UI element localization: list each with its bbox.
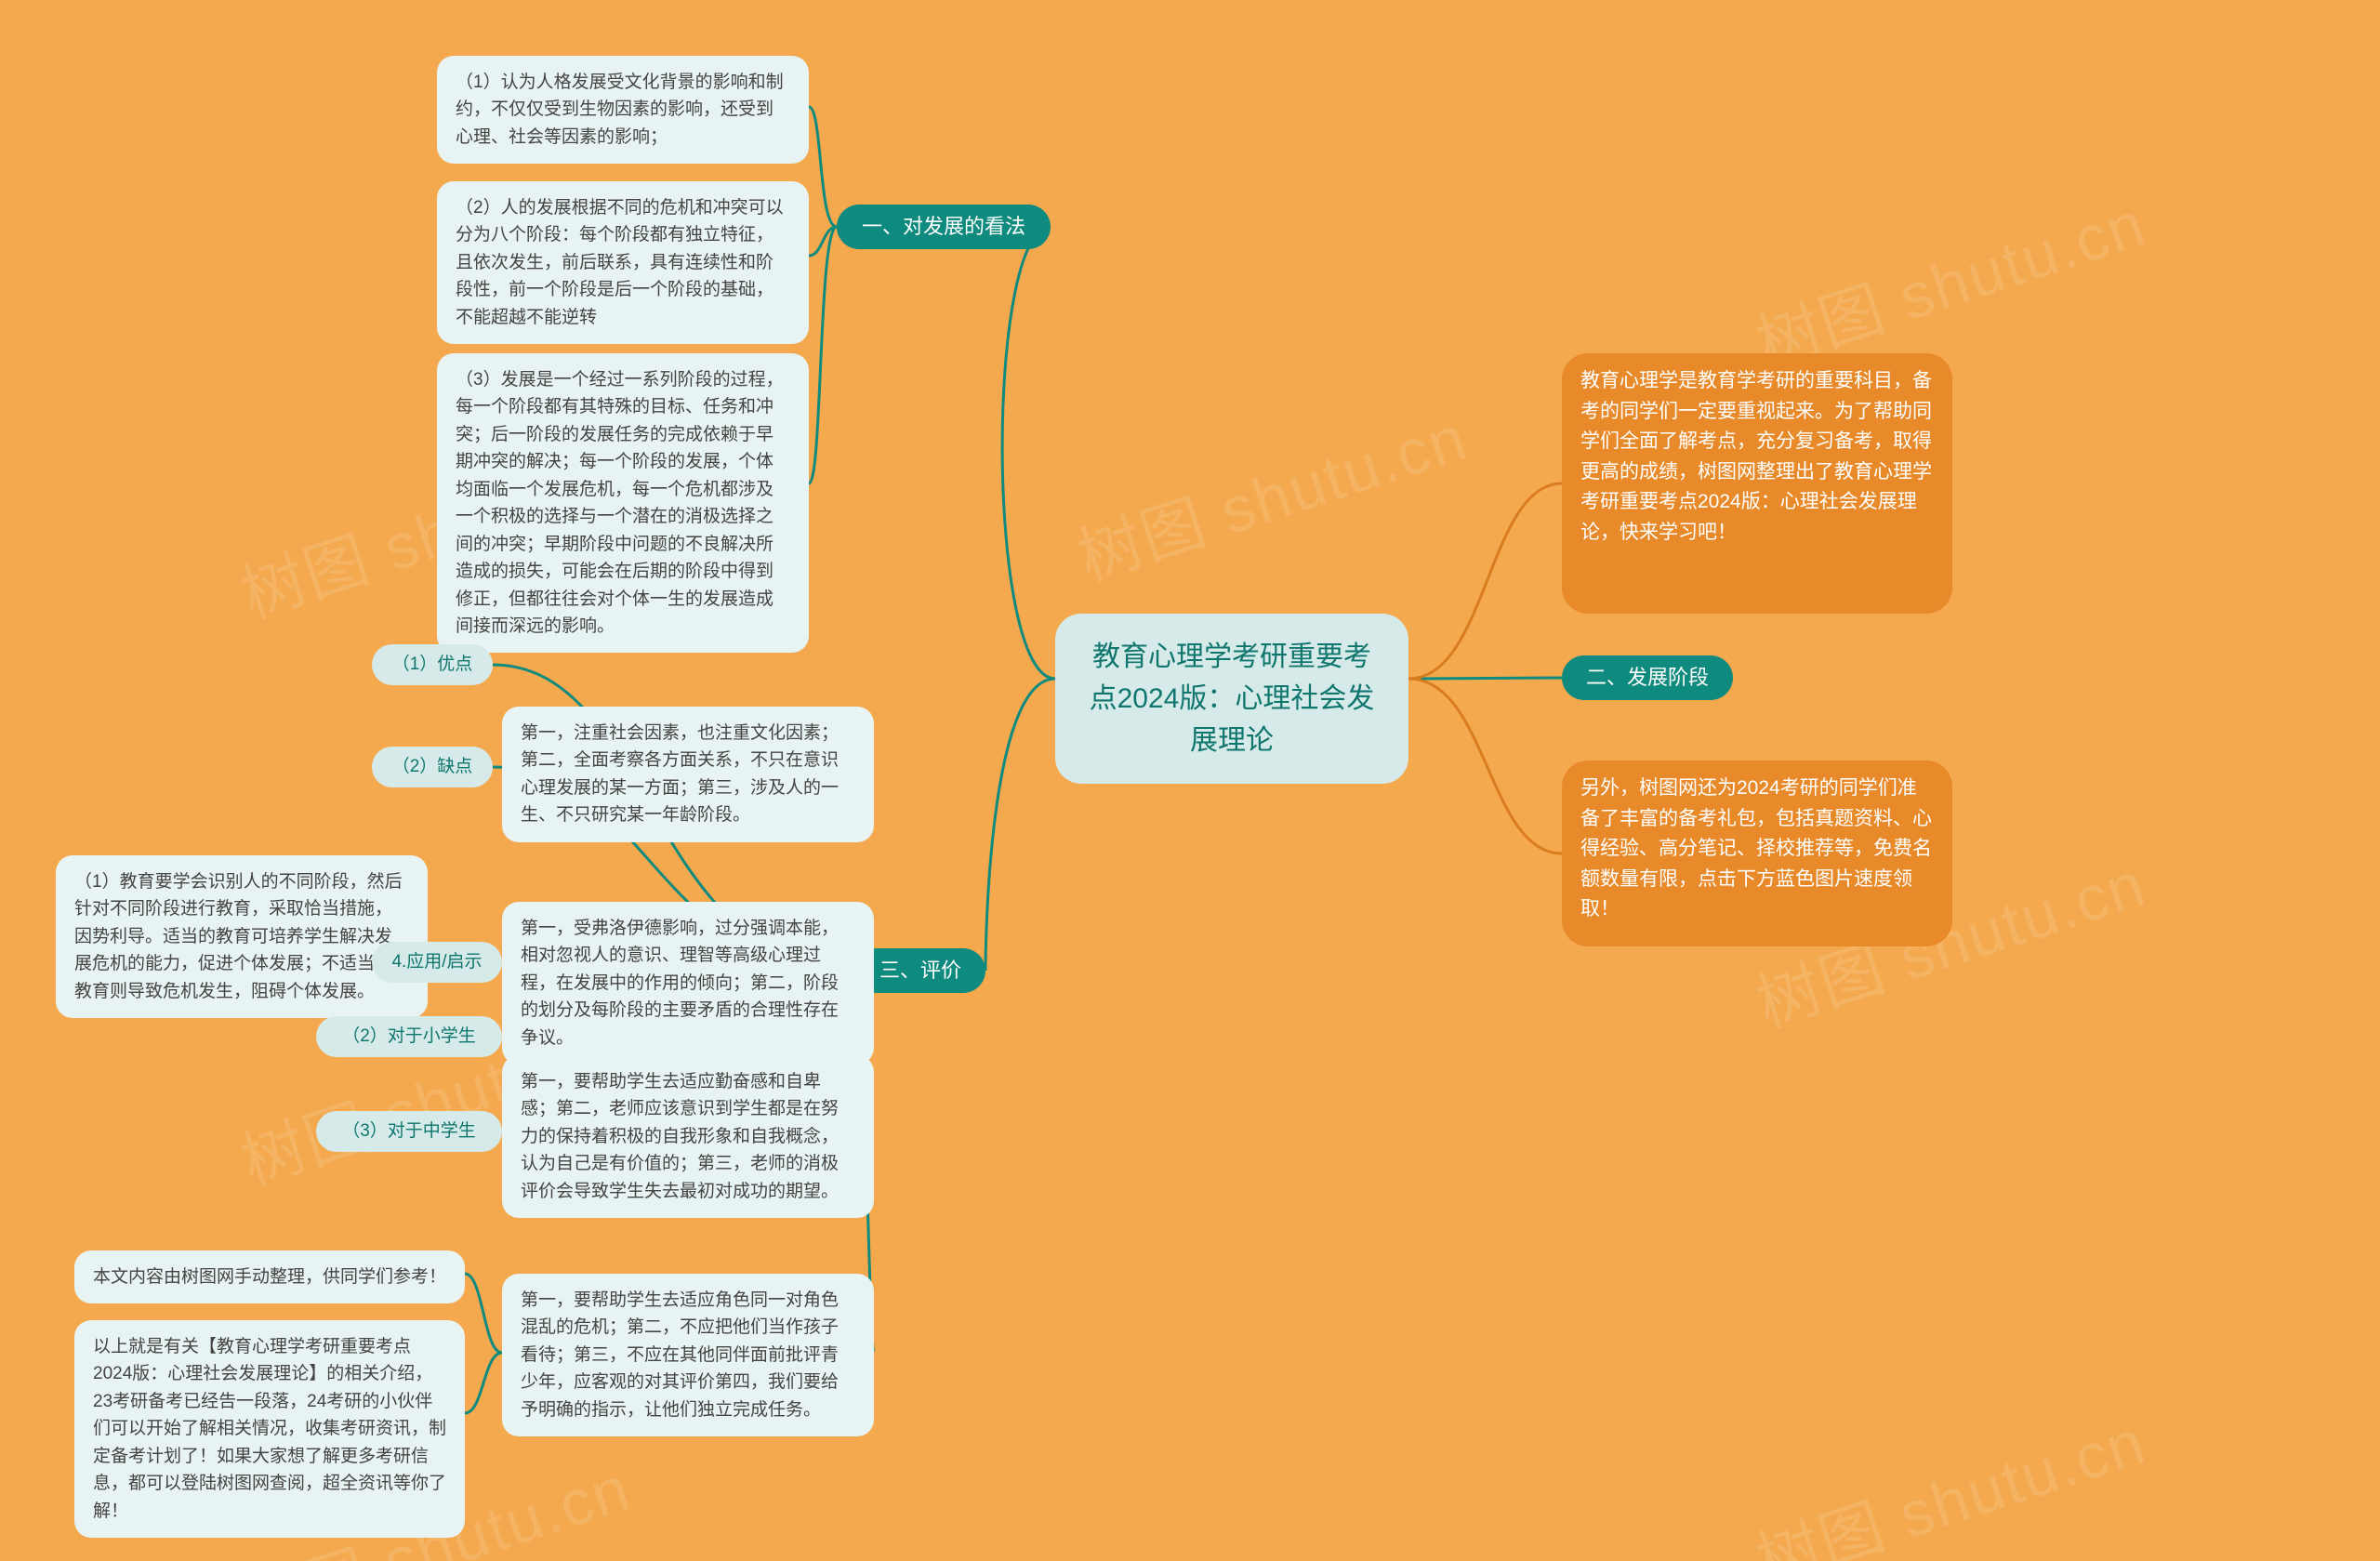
leaf-l3: （3）发展是一个经过一系列阶段的过程，每一个阶段都有其特殊的目标、任务和冲突；后…	[437, 353, 809, 653]
sub-pill-sp2: （2）缺点	[372, 747, 493, 787]
info-card-oc2: 另外，树图网还为2024考研的同学们准备了丰富的备考礼包，包括真题资料、心得经验…	[1562, 761, 1952, 946]
leaf-l2: （2）人的发展根据不同的危机和冲突可以分为八个阶段：每个阶段都有独立特征，且依次…	[437, 181, 809, 344]
leaf-l5: 第一，注重社会因素，也注重文化因素；第二，全面考察各方面关系，不只在意识心理发展…	[502, 707, 874, 842]
edge	[809, 227, 837, 256]
leaf-l12: 以上就是有关【教育心理学考研重要考点2024版：心理社会发展理论】的相关介绍，2…	[74, 1320, 465, 1538]
edge	[465, 1353, 502, 1413]
branch-b3: 三、评价	[855, 948, 985, 993]
sub-pill-sp3: 4.应用/启示	[372, 942, 502, 983]
edge	[465, 1274, 502, 1353]
branch-b2: 二、发展阶段	[1562, 655, 1733, 700]
sub-pill-sp1: （1）优点	[372, 644, 493, 685]
edge	[1002, 227, 1055, 679]
sub-pill-sp4: （2）对于小学生	[316, 1016, 502, 1057]
center-node: 教育心理学考研重要考点2024版：心理社会发展理论	[1055, 614, 1408, 784]
leaf-l9: 第一，要帮助学生去适应勤奋感和自卑感；第二，老师应该意识到学生都是在努力的保持着…	[502, 1055, 874, 1218]
edge	[1408, 483, 1562, 679]
leaf-l7: 第一，受弗洛伊德影响，过分强调本能，相对忽视人的意识、理智等高级心理过程，在发展…	[502, 902, 874, 1065]
branch-b1: 一、对发展的看法	[837, 205, 1051, 249]
leaf-l10: 第一，要帮助学生去适应角色同一对角色混乱的危机；第二，不应把他们当作孩子看待；第…	[502, 1274, 874, 1436]
edge	[1408, 678, 1562, 679]
leaf-l11: 本文内容由树图网手动整理，供同学们参考！	[74, 1250, 465, 1303]
watermark-text: 树图 shutu.cn	[1064, 386, 1476, 598]
leaf-l1: （1）认为人格发展受文化背景的影响和制约，不仅仅受到生物因素的影响，还受到心理、…	[437, 56, 809, 164]
edge	[985, 679, 1055, 971]
edge	[1408, 679, 1562, 853]
info-card-oc1: 教育心理学是教育学考研的重要科目，备考的同学们一定要重视起来。为了帮助同学们全面…	[1562, 353, 1952, 614]
sub-pill-sp5: （3）对于中学生	[316, 1111, 502, 1152]
watermark-text: 树图 shutu.cn	[1743, 1390, 2155, 1561]
leaf-l8: （1）教育要学会识别人的不同阶段，然后针对不同阶段进行教育，采取恰当措施，因势利…	[56, 855, 428, 1018]
edge	[809, 107, 837, 227]
edge	[809, 227, 837, 483]
